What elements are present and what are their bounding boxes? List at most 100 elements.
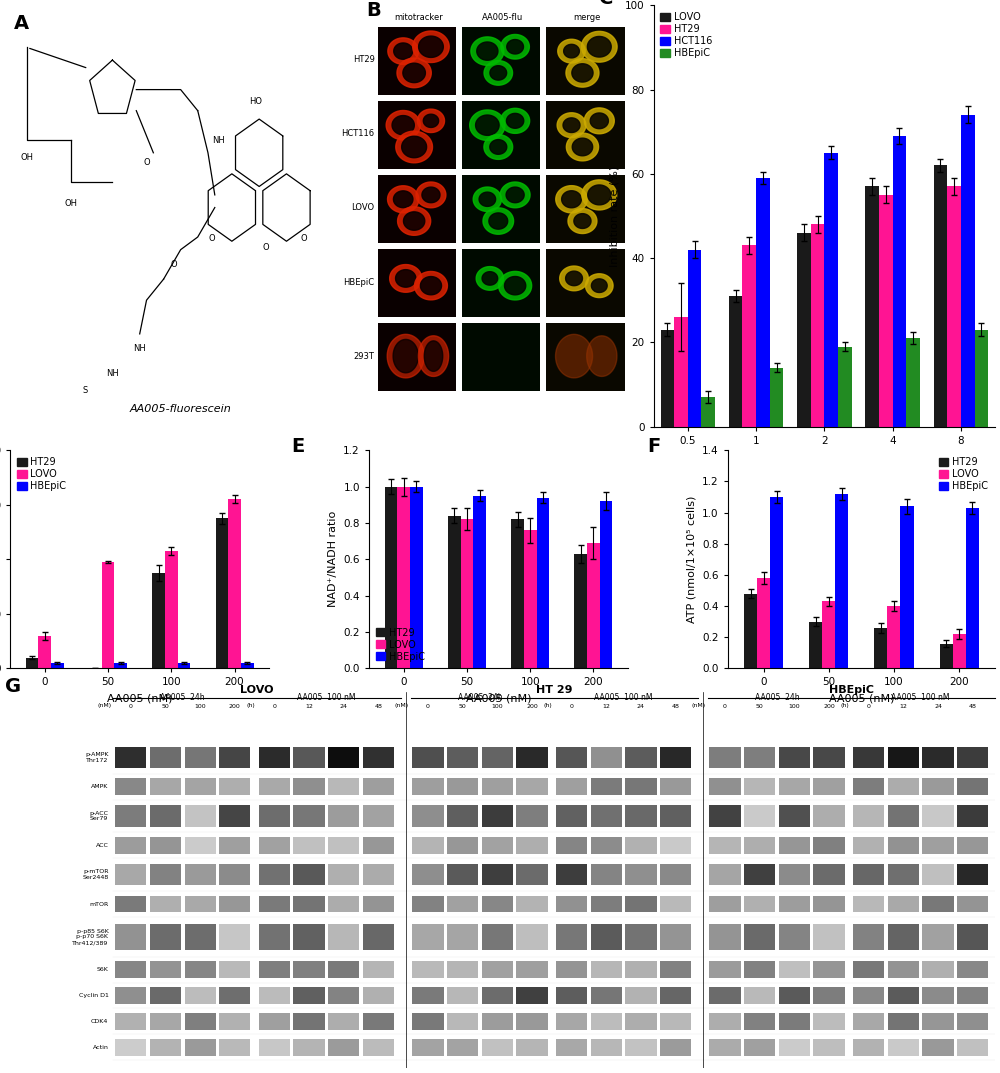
Bar (779, 837, 810, 854)
Bar (742, 246, 756, 427)
Polygon shape (423, 114, 439, 128)
Bar (516, 987, 548, 1004)
Bar (591, 1013, 622, 1030)
Bar (363, 987, 394, 1004)
Polygon shape (506, 114, 524, 129)
Polygon shape (403, 63, 425, 83)
Bar (888, 896, 919, 912)
Text: HCT116: HCT116 (341, 130, 375, 138)
Bar (363, 1039, 394, 1056)
Text: 24: 24 (934, 704, 942, 709)
Bar (813, 864, 845, 885)
Text: 12: 12 (602, 704, 610, 709)
Bar (660, 864, 691, 885)
Bar (660, 896, 691, 912)
Bar (688, 250, 701, 427)
Bar (293, 987, 325, 1004)
Polygon shape (413, 31, 449, 62)
Bar (922, 837, 954, 854)
Bar (462, 323, 540, 391)
Bar (150, 987, 181, 1004)
Polygon shape (394, 43, 413, 59)
Bar (556, 778, 587, 795)
Polygon shape (591, 279, 607, 293)
Bar (546, 175, 625, 242)
Bar (516, 837, 548, 854)
Bar (625, 924, 657, 950)
Polygon shape (422, 187, 440, 203)
Text: S: S (82, 386, 88, 395)
Polygon shape (476, 266, 504, 290)
Bar (744, 924, 775, 950)
Bar (259, 987, 290, 1004)
Bar (115, 864, 146, 885)
Text: NH: NH (133, 343, 146, 353)
Text: HO: HO (249, 98, 262, 106)
Text: 24: 24 (637, 704, 645, 709)
Bar (546, 101, 625, 168)
Bar (412, 961, 444, 979)
Bar (838, 347, 852, 427)
Bar (185, 924, 216, 950)
Bar (293, 1039, 325, 1056)
Bar (385, 486, 397, 668)
Bar (922, 1013, 954, 1030)
Text: p-mTOR
Ser2448: p-mTOR Ser2448 (82, 869, 108, 880)
Polygon shape (560, 266, 588, 291)
Bar (462, 27, 540, 94)
Bar (660, 924, 691, 950)
Polygon shape (500, 182, 530, 208)
Text: p-ACC
Ser79: p-ACC Ser79 (89, 810, 108, 822)
Bar (293, 747, 325, 768)
Text: merge: merge (573, 13, 600, 21)
Text: HBEpiC: HBEpiC (829, 685, 874, 694)
Polygon shape (572, 138, 593, 156)
Bar (744, 896, 775, 912)
Bar (556, 837, 587, 854)
Bar (957, 806, 988, 826)
Bar (888, 1039, 919, 1056)
Polygon shape (402, 136, 427, 158)
Bar (363, 1013, 394, 1030)
Text: 0: 0 (129, 704, 133, 709)
Text: E: E (291, 437, 304, 456)
Bar (412, 924, 444, 950)
Bar (259, 837, 290, 854)
Bar (922, 806, 954, 826)
Bar (328, 778, 359, 795)
Polygon shape (588, 185, 611, 205)
Bar (744, 806, 775, 826)
Bar (744, 778, 775, 795)
Bar (114, 663, 127, 668)
X-axis label: AA005 (nM): AA005 (nM) (829, 693, 894, 703)
Bar (660, 778, 691, 795)
Bar (922, 896, 954, 912)
Polygon shape (386, 111, 420, 139)
Bar (546, 249, 625, 317)
Bar (378, 175, 456, 242)
Bar (363, 806, 394, 826)
Bar (556, 747, 587, 768)
Polygon shape (396, 131, 432, 163)
Bar (888, 864, 919, 885)
Polygon shape (417, 109, 445, 133)
Bar (853, 778, 884, 795)
Bar (185, 806, 216, 826)
Text: AA005  100 nM: AA005 100 nM (594, 692, 653, 702)
Bar (813, 837, 845, 854)
Text: 100: 100 (789, 704, 800, 709)
Polygon shape (566, 59, 599, 87)
Bar (779, 1039, 810, 1056)
Bar (259, 806, 290, 826)
Bar (957, 1039, 988, 1056)
Bar (888, 924, 919, 950)
Bar (779, 961, 810, 979)
Bar (888, 837, 919, 854)
Bar (556, 1013, 587, 1030)
Bar (219, 924, 250, 950)
Text: 50: 50 (756, 704, 764, 709)
Bar (813, 961, 845, 979)
Bar (482, 961, 513, 979)
Bar (922, 924, 954, 950)
Text: HT29: HT29 (353, 56, 375, 64)
